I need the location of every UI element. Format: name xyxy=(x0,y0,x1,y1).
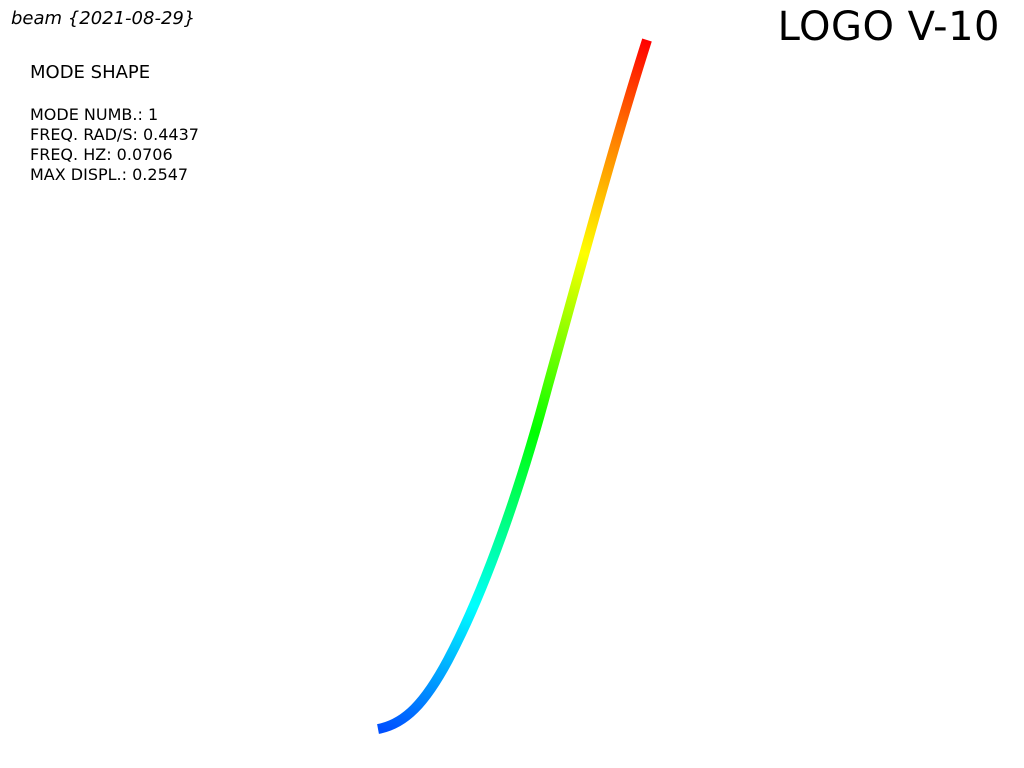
model-title: beam {2021-08-29} xyxy=(11,8,196,29)
mode-number-value: 1 xyxy=(147,105,159,124)
freq-rad-value: 0.4437 xyxy=(142,125,199,144)
max-displ-row: MAX DISPL.: 0.2547 xyxy=(30,165,199,185)
max-displ-value: 0.2547 xyxy=(132,165,189,184)
mode-shape-heading: MODE SHAPE xyxy=(30,62,151,83)
freq-hz-row: FREQ. HZ: 0.0706 xyxy=(30,145,199,165)
freq-hz-label: FREQ. HZ: xyxy=(30,145,112,164)
deformed-beam xyxy=(376,38,652,734)
mode-number-label: MODE NUMB.: xyxy=(30,105,143,124)
freq-rad-row: FREQ. RAD/S: 0.4437 xyxy=(30,125,199,145)
freq-rad-label: FREQ. RAD/S: xyxy=(30,125,138,144)
mode-info-panel: MODE SHAPE MODE NUMB.: 1 FREQ. RAD/S: 0.… xyxy=(30,62,199,185)
logo-text: LOGO V-10 xyxy=(777,4,1000,50)
max-displ-label: MAX DISPL.: xyxy=(30,165,128,184)
mode-number-row: MODE NUMB.: 1 xyxy=(30,105,199,125)
freq-hz-value: 0.0706 xyxy=(116,145,173,164)
